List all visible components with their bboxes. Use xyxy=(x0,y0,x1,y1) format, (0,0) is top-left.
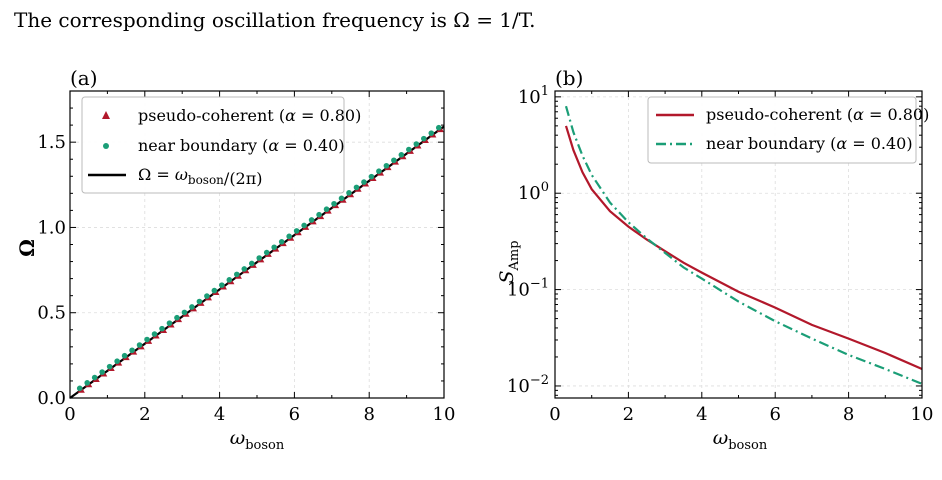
point-near-boundary xyxy=(76,385,83,392)
panel-b-ticks: 0 2 4 6 8 10 10−2 10−1 100 101 xyxy=(507,84,934,425)
y-tick-label: 100 xyxy=(518,180,549,204)
point-near-boundary xyxy=(428,130,435,136)
point-near-boundary xyxy=(144,336,150,343)
point-near-boundary xyxy=(376,168,382,174)
point-near-boundary xyxy=(368,173,375,180)
x-tick-label: 2 xyxy=(139,404,150,425)
panel-b-legend: pseudo-coherent (α = 0.80) near boundary … xyxy=(647,96,929,164)
point-near-boundary xyxy=(331,200,337,207)
panel-b-data xyxy=(564,105,923,385)
legend-label-near-boundary: near boundary (α = 0.40) xyxy=(138,136,345,155)
legend-box xyxy=(647,96,917,164)
panel-b: 0 2 4 6 8 10 10−2 10−1 100 101 (b) SAmp ωboson ps… xyxy=(496,66,933,453)
point-near-boundary xyxy=(391,157,397,164)
y-tick-label: 101 xyxy=(518,84,549,108)
point-near-boundary xyxy=(136,342,143,348)
panel-a-data xyxy=(69,124,445,399)
point-near-boundary xyxy=(278,239,285,245)
legend-box xyxy=(81,96,345,194)
point-near-boundary xyxy=(159,325,165,332)
x-tick-label: 0 xyxy=(64,404,75,425)
x-tick-label: 4 xyxy=(696,404,707,425)
legend-marker-circle xyxy=(103,143,109,149)
point-near-boundary xyxy=(271,244,278,251)
legend-label-pseudo-coherent: pseudo-coherent (α = 0.80) xyxy=(706,105,929,124)
point-near-boundary xyxy=(286,233,292,240)
y-tick-label: 1.5 xyxy=(37,132,66,153)
panel-a: 0 2 4 6 8 10 0.0 0.5 1.0 1.5 (a) Ω ωboson pseudo-… xyxy=(15,66,455,453)
point-near-boundary xyxy=(166,320,173,326)
series-line-pseudo-coherent xyxy=(564,125,923,371)
y-tick-label: 0.5 xyxy=(37,303,66,324)
legend-marker-triangle xyxy=(102,111,110,119)
point-near-boundary xyxy=(301,222,307,229)
point-near-boundary xyxy=(106,363,113,370)
x-tick-label: 6 xyxy=(289,404,300,425)
legend-label-near-boundary: near boundary (α = 0.40) xyxy=(706,134,913,153)
panel-b-label: (b) xyxy=(555,66,583,90)
y-tick-label: 10−1 xyxy=(507,277,549,301)
point-near-boundary xyxy=(263,249,270,256)
panel-a-label: (a) xyxy=(70,66,98,90)
panel-b-xlabel: ωboson xyxy=(713,427,768,453)
point-near-boundary xyxy=(316,211,322,218)
panel-a-ylabel: Ω xyxy=(15,239,39,257)
point-near-boundary xyxy=(91,374,98,381)
y-tick-label: 0.0 xyxy=(37,388,66,409)
point-near-boundary xyxy=(189,304,195,310)
x-tick-label: 0 xyxy=(549,404,560,425)
point-near-boundary xyxy=(204,293,210,299)
point-near-boundary xyxy=(234,271,240,278)
point-near-boundary xyxy=(226,277,233,283)
body-text-line: The corresponding oscillation frequency … xyxy=(14,8,536,32)
point-near-boundary xyxy=(151,331,158,337)
body-text: The corresponding oscillation frequency … xyxy=(14,8,536,32)
point-near-boundary xyxy=(361,179,367,185)
x-tick-label: 6 xyxy=(769,404,780,425)
point-near-boundary xyxy=(308,217,315,223)
point-near-boundary xyxy=(114,358,120,364)
x-tick-label: 8 xyxy=(843,404,854,425)
point-near-boundary xyxy=(338,195,345,202)
point-near-boundary xyxy=(413,141,420,147)
legend-label-pseudo-coherent: pseudo-coherent (α = 0.80) xyxy=(138,106,361,125)
point-near-boundary xyxy=(196,298,203,305)
legend-label-reference-line: Ω = ωboson/(2π) xyxy=(138,165,263,188)
point-near-boundary xyxy=(406,146,412,153)
point-near-boundary xyxy=(174,314,180,321)
panel-a-legend: pseudo-coherent (α = 0.80) near boundary … xyxy=(81,96,361,194)
point-near-boundary xyxy=(383,162,390,169)
point-near-boundary xyxy=(219,282,225,288)
point-near-boundary xyxy=(346,190,352,196)
point-near-boundary xyxy=(398,152,405,158)
point-near-boundary xyxy=(99,369,105,375)
point-near-boundary xyxy=(181,309,188,316)
x-tick-label: 10 xyxy=(911,404,934,425)
y-tick-label: 10−2 xyxy=(507,373,549,397)
series-line-near-boundary xyxy=(564,105,923,385)
point-near-boundary xyxy=(353,184,360,191)
x-tick-label: 4 xyxy=(214,404,225,425)
point-near-boundary xyxy=(293,228,300,234)
panel-b-grid xyxy=(554,91,923,398)
point-near-boundary xyxy=(421,135,427,142)
panel-b-ylabel: SAmp xyxy=(496,240,522,283)
x-tick-label: 8 xyxy=(363,404,374,425)
panel-a-xlabel: ωboson xyxy=(230,427,285,453)
point-near-boundary xyxy=(323,206,330,213)
point-near-boundary xyxy=(248,260,255,267)
x-tick-label: 10 xyxy=(433,404,456,425)
point-near-boundary xyxy=(129,347,135,354)
y-tick-label: 1.0 xyxy=(37,217,66,238)
point-near-boundary xyxy=(435,124,442,131)
x-tick-label: 2 xyxy=(623,404,634,425)
point-near-boundary xyxy=(121,352,128,359)
point-near-boundary xyxy=(211,287,218,294)
point-near-boundary xyxy=(84,380,90,386)
point-near-boundary xyxy=(241,266,248,272)
panel-a-ticks: 0 2 4 6 8 10 0.0 0.5 1.0 1.5 xyxy=(37,91,455,425)
point-near-boundary xyxy=(256,255,263,261)
